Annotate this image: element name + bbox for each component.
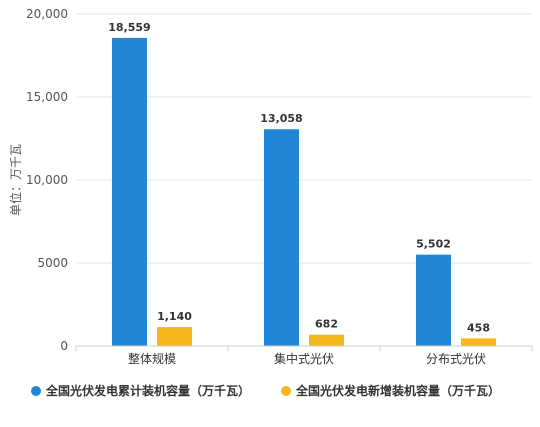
legend-marker xyxy=(31,386,41,396)
legend-label: 全国光伏发电新增装机容量（万千瓦） xyxy=(295,383,500,398)
x-axis-categories: 整体规模 集中式光伏 分布式光伏 xyxy=(75,346,533,366)
y-tick-label: 5000 xyxy=(37,256,68,270)
legend-item-1[interactable]: 全国光伏发电新增装机容量（万千瓦） xyxy=(281,383,500,398)
y-tick-label: 15,000 xyxy=(26,90,68,104)
bar-cumulative-1 xyxy=(264,129,299,346)
legend-marker xyxy=(281,386,291,396)
data-label: 458 xyxy=(467,321,490,334)
bars xyxy=(112,37,496,347)
y-tick-label: 10,000 xyxy=(26,173,68,187)
data-label: 13,058 xyxy=(260,112,302,125)
gridlines xyxy=(76,13,532,264)
bar-new-2 xyxy=(461,338,496,346)
bar-new-1 xyxy=(309,334,344,346)
data-label: 682 xyxy=(315,318,338,331)
y-tick-label: 0 xyxy=(60,339,68,353)
y-axis-label: 单位：万千瓦 xyxy=(8,144,23,216)
legend: 全国光伏发电累计装机容量（万千瓦） 全国光伏发电新增装机容量（万千瓦） xyxy=(31,383,500,398)
y-tick-label: 20,000 xyxy=(26,7,68,21)
x-category-label: 整体规模 xyxy=(128,351,176,366)
data-label: 18,559 xyxy=(108,21,150,34)
legend-item-0[interactable]: 全国光伏发电累计装机容量（万千瓦） xyxy=(31,383,250,398)
data-labels: 18,559 1,140 13,058 682 5,502 458 xyxy=(108,21,490,334)
data-label: 5,502 xyxy=(416,238,451,251)
data-label: 1,140 xyxy=(157,310,192,323)
bar-cumulative-2 xyxy=(416,254,451,346)
bar-new-0 xyxy=(157,327,192,346)
x-category-label: 分布式光伏 xyxy=(426,352,486,366)
y-axis-ticks: 0 5000 10,000 15,000 20,000 xyxy=(26,7,68,353)
x-category-label: 集中式光伏 xyxy=(274,351,334,366)
bar-cumulative-0 xyxy=(112,37,147,347)
legend-label: 全国光伏发电累计装机容量（万千瓦） xyxy=(45,383,250,398)
